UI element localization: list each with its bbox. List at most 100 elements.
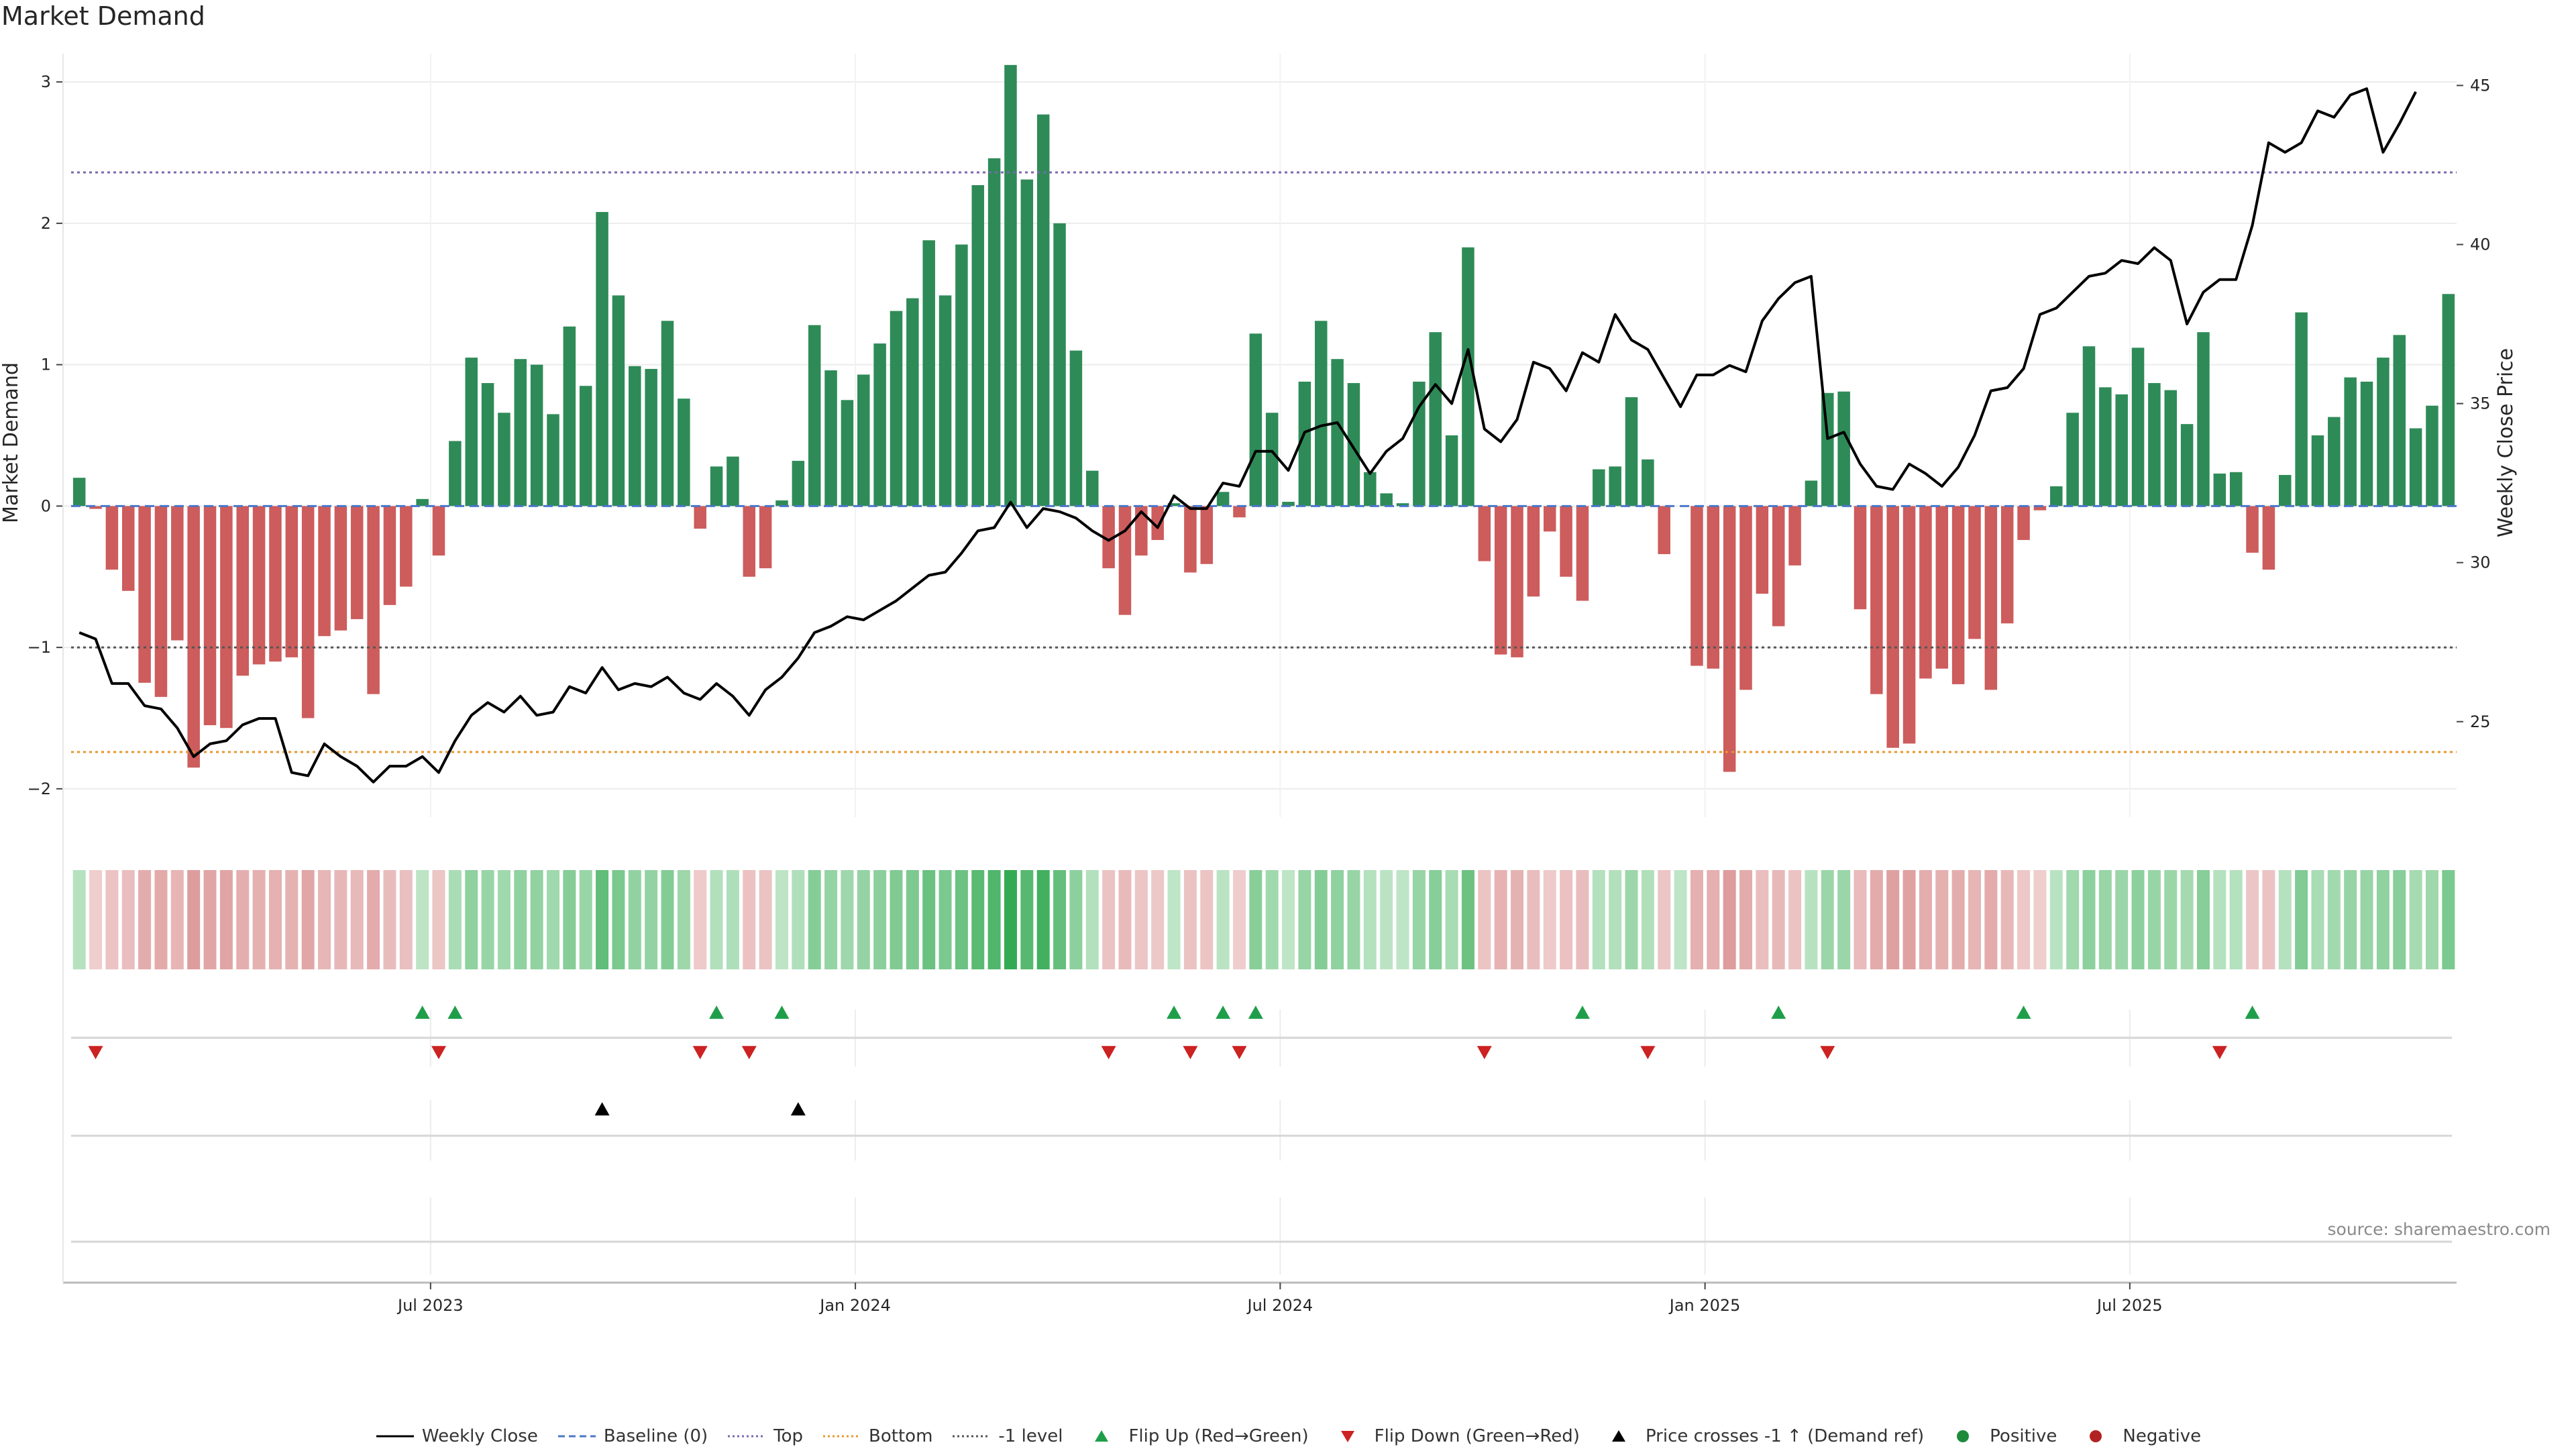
weekly-close-line (78, 87, 2417, 784)
demand-bar (2393, 335, 2406, 506)
heat-cell (252, 870, 266, 969)
demand-bar (154, 506, 168, 697)
demand-bar (547, 414, 559, 506)
demand-bar (1805, 480, 1818, 506)
heat-cell (547, 870, 560, 969)
demand-bar (1919, 506, 1932, 679)
heat-cell (367, 870, 380, 969)
heat-cell (890, 870, 903, 969)
heat-cell (203, 870, 217, 969)
legend-item: Bottom (822, 1426, 932, 1446)
heat-cell (1951, 870, 1965, 969)
demand-bar (873, 343, 886, 506)
flip-up-marker (447, 1006, 463, 1019)
heat-cell (2442, 870, 2455, 969)
heat-cell (1134, 870, 1148, 969)
flip-down-marker (741, 1046, 757, 1059)
demand-bar (579, 386, 592, 506)
heat-cell (1576, 870, 1589, 969)
demand-bar (171, 506, 184, 641)
heat-cell (1592, 870, 1605, 969)
heat-cell (971, 870, 985, 969)
demand-bar (1723, 506, 1736, 772)
demand-bar (252, 506, 266, 665)
heat-cell (1788, 870, 1802, 969)
demand-bar (1837, 391, 1850, 506)
demand-bar (1364, 472, 1377, 506)
heatmap-strip (72, 870, 2455, 969)
heat-cell (2213, 870, 2226, 969)
demand-bar (1036, 114, 1050, 506)
heat-cell (2295, 870, 2308, 969)
legend-symbol (1340, 1431, 1354, 1442)
heat-cell (334, 870, 347, 969)
legend-symbol (1611, 1430, 1625, 1442)
demand-bar (269, 506, 282, 662)
heat-cell (383, 870, 396, 969)
demand-bar (1951, 506, 1965, 684)
demand-bar (1396, 503, 1409, 506)
demand-bar (629, 366, 641, 506)
demand-bar (1642, 459, 1654, 506)
demand-bar (2409, 428, 2422, 506)
demand-bar (1265, 413, 1279, 506)
demand-bar (645, 368, 657, 506)
demand-bar (2246, 506, 2259, 553)
demand-bar (400, 506, 413, 587)
demand-bar (2000, 506, 2014, 624)
demand-bar (2099, 387, 2112, 506)
heat-cell (1069, 870, 1083, 969)
heat-cell (1429, 870, 1442, 969)
demand-bar (1854, 506, 1867, 610)
demand-bar (2442, 294, 2455, 506)
demand-bar (1968, 506, 1981, 639)
heat-cell (1494, 870, 1507, 969)
heat-cell (1363, 870, 1377, 969)
heat-cell (1772, 870, 1785, 969)
demand-bar (1282, 502, 1295, 506)
demand-bar (1478, 506, 1491, 561)
legend: Weekly Close Baseline (0) Top Bottom -1 leve… (0, 1426, 2576, 1446)
demand-bar (2328, 417, 2341, 506)
y2-tick-label: 35 (2470, 394, 2491, 413)
heat-cell (1723, 870, 1736, 969)
legend-label: Flip Down (Green→Red) (1374, 1426, 1580, 1446)
demand-bar (105, 506, 119, 570)
legend-label: Weekly Close (421, 1426, 538, 1446)
demand-bar (661, 321, 674, 506)
demand-bar (1494, 506, 1507, 655)
heat-cell (922, 870, 936, 969)
demand-bar (367, 506, 380, 694)
demand-bar (432, 506, 445, 556)
legend-symbol (557, 1435, 596, 1438)
heat-cell (187, 870, 201, 969)
demand-bar (1445, 435, 1458, 506)
heat-cell (1445, 870, 1458, 969)
heat-cell (236, 870, 250, 969)
price-line-layer (78, 87, 2417, 784)
heat-cell (1690, 870, 1703, 969)
demand-bar (203, 506, 217, 726)
legend-label: -1 level (998, 1426, 1063, 1446)
heat-cell (1837, 870, 1851, 969)
demand-bar (498, 413, 511, 506)
legend-symbol (728, 1435, 766, 1438)
demand-bar (2377, 358, 2390, 506)
demand-bar (1167, 503, 1181, 506)
demand-bar (1690, 506, 1703, 666)
legend-item: Baseline (0) (557, 1426, 708, 1446)
heat-cell (1478, 870, 1491, 969)
demand-bar (857, 374, 870, 506)
demand-bar (2180, 424, 2194, 506)
demand-bar (808, 325, 821, 506)
legend-symbol (823, 1435, 861, 1438)
heat-cell (1543, 870, 1556, 969)
heat-cell (514, 870, 527, 969)
legend-item: Top (727, 1426, 803, 1446)
heat-cell (726, 870, 739, 969)
demand-bar (2017, 506, 2030, 540)
heat-cell (1527, 870, 1540, 969)
flip-down-marker (1477, 1046, 1492, 1059)
heat-cell (154, 870, 168, 969)
demand-bar (1429, 332, 1442, 506)
